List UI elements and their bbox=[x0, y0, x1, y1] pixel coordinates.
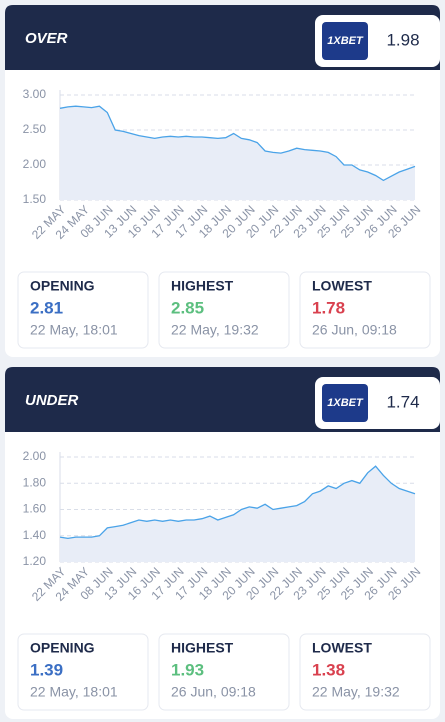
y-tick-label: 3.00 bbox=[23, 87, 47, 101]
y-tick-label: 1.50 bbox=[23, 192, 47, 206]
bookmaker-logo bbox=[322, 384, 368, 422]
stat-value: 1.78 bbox=[312, 298, 345, 317]
line bbox=[59, 465, 416, 540]
stat-time: 26 Jun, 09:18 bbox=[312, 322, 397, 338]
y-tick-label: 2.00 bbox=[23, 449, 47, 463]
stat-time: 22 May, 18:01 bbox=[30, 684, 118, 700]
stat-card bbox=[158, 271, 290, 349]
area bbox=[60, 106, 415, 200]
odds: 1.98 bbox=[386, 30, 419, 49]
line bbox=[59, 105, 416, 182]
stat-card bbox=[17, 633, 149, 711]
stat-value: 2.85 bbox=[171, 298, 204, 317]
stat-time: 26 Jun, 09:18 bbox=[171, 684, 256, 700]
stat-value: 2.81 bbox=[30, 298, 63, 317]
area bbox=[60, 466, 415, 562]
y-tick-label: 2.00 bbox=[23, 157, 47, 171]
bookmaker-name: 1XBET bbox=[327, 35, 364, 47]
stat-label: OPENING bbox=[30, 640, 95, 656]
y-tick-label: 1.60 bbox=[23, 502, 47, 516]
stat-time: 22 May, 19:32 bbox=[171, 322, 259, 338]
stat-label: OPENING bbox=[30, 278, 95, 294]
bookmaker-name: 1XBET bbox=[327, 397, 364, 409]
stat-card bbox=[299, 633, 431, 711]
y-tick-label: 2.50 bbox=[23, 122, 47, 136]
y-tick-label: 1.20 bbox=[23, 554, 47, 568]
stat-card bbox=[158, 633, 290, 711]
stat-value: 1.38 bbox=[312, 660, 345, 679]
y-tick-label: 1.40 bbox=[23, 528, 47, 542]
stat-card bbox=[17, 271, 149, 349]
stat-label: HIGHEST bbox=[171, 640, 234, 656]
bookmaker-logo bbox=[322, 22, 368, 60]
stat-label: LOWEST bbox=[312, 278, 372, 294]
panel-title: UNDER bbox=[25, 392, 79, 409]
stat-card bbox=[299, 271, 431, 349]
odds: 1.74 bbox=[386, 392, 419, 411]
y-tick-label: 1.80 bbox=[23, 475, 47, 489]
stat-value: 1.93 bbox=[171, 660, 204, 679]
stat-label: LOWEST bbox=[312, 640, 372, 656]
stat-label: HIGHEST bbox=[171, 278, 234, 294]
stat-time: 22 May, 18:01 bbox=[30, 322, 118, 338]
stat-time: 22 May, 19:32 bbox=[312, 684, 400, 700]
stat-value: 1.39 bbox=[30, 660, 63, 679]
panel-title: OVER bbox=[25, 30, 68, 47]
